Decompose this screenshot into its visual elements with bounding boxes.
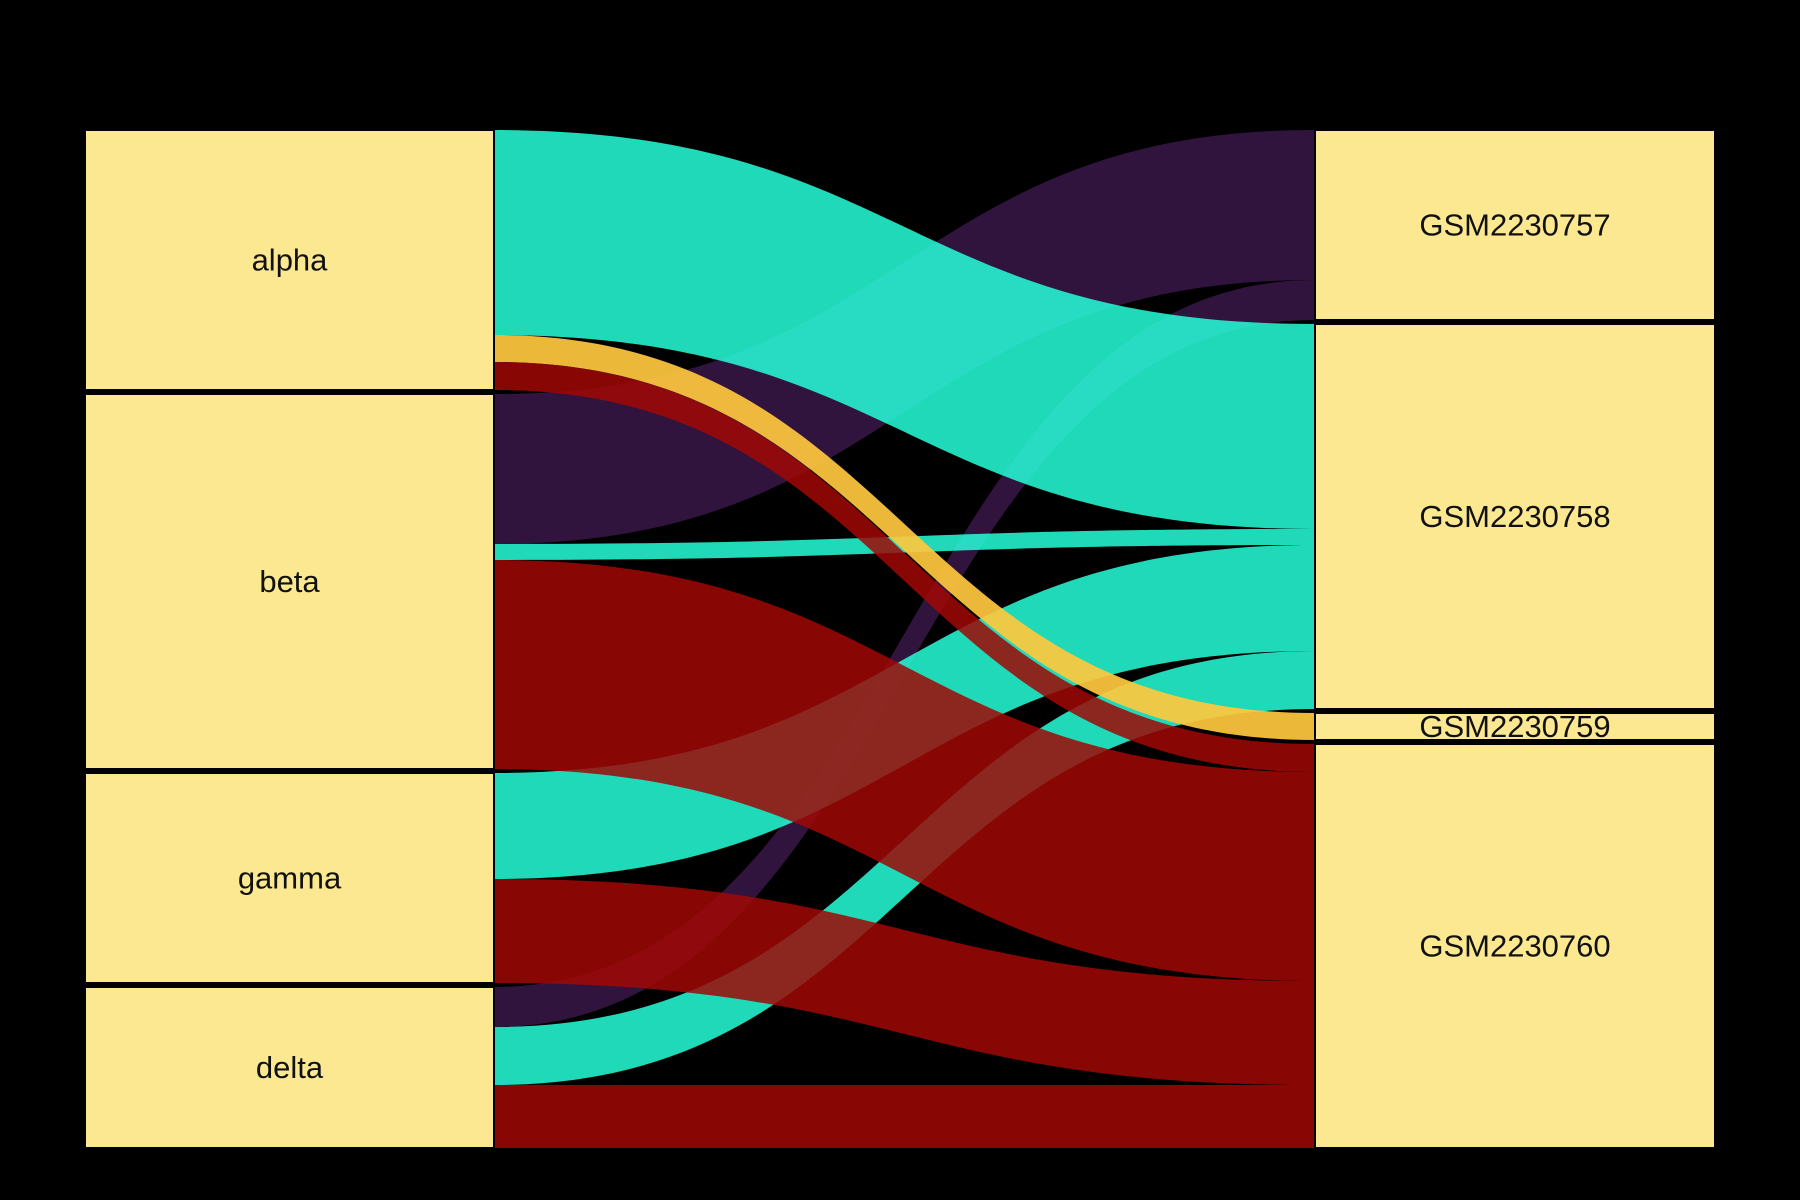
sankey-node-label-GSM2230760: GSM2230760 (1419, 929, 1610, 964)
sankey-node-label-GSM2230759: GSM2230759 (1419, 709, 1610, 744)
sankey-node-label-delta: delta (256, 1050, 324, 1085)
sankey-link-alpha-GSM2230759[interactable] (494, 335, 1315, 740)
sankey-node-beta[interactable] (84, 393, 495, 770)
sankey-node-label-beta: beta (259, 564, 320, 599)
sankey-link-delta-GSM2230760[interactable] (494, 1085, 1315, 1148)
sankey-node-GSM2230760[interactable] (1314, 743, 1716, 1149)
sankey-node-GSM2230757[interactable] (1314, 129, 1716, 321)
sankey-node-alpha[interactable] (84, 129, 495, 391)
sankey-link-beta-GSM2230760[interactable] (494, 560, 1315, 981)
sankey-node-label-GSM2230758: GSM2230758 (1419, 499, 1610, 534)
sankey-node-label-gamma: gamma (238, 861, 342, 896)
sankey-node-GSM2230759[interactable] (1314, 712, 1716, 741)
sankey-node-GSM2230758[interactable] (1314, 323, 1716, 710)
sankey-node-label-GSM2230757: GSM2230757 (1419, 208, 1610, 243)
sankey-link-alpha-GSM2230760[interactable] (494, 362, 1315, 772)
sankey-node-delta[interactable] (84, 986, 495, 1149)
sankey-node-gamma[interactable] (84, 772, 495, 984)
sankey-link-delta-GSM2230757[interactable] (494, 280, 1315, 1027)
sankey-link-alpha-GSM2230758[interactable] (494, 130, 1315, 529)
sankey-node-label-alpha: alpha (252, 243, 329, 278)
sankey-link-gamma-GSM2230760[interactable] (494, 879, 1315, 1085)
